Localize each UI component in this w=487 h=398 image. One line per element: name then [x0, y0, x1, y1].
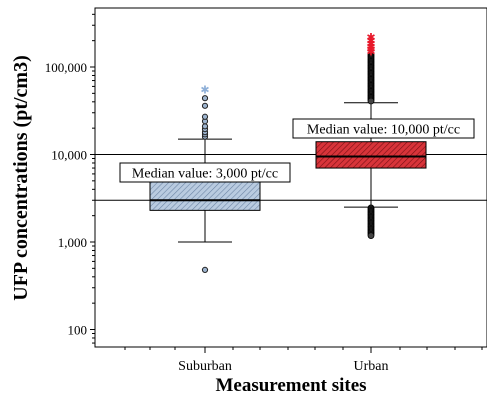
outlier-point: [201, 102, 209, 109]
extreme-point: ✱: [366, 32, 375, 44]
plot-frame: [94, 7, 487, 348]
y-axis-title: UFP concentrations (pt/cm3): [10, 55, 32, 301]
x-tick-label: Urban: [354, 359, 389, 374]
y-tick-label: 10,000: [51, 148, 87, 163]
x-tick-label: Suburban: [178, 359, 232, 374]
extreme-point: ✱: [366, 41, 375, 53]
extreme-point: ✱: [366, 39, 375, 51]
y-tick-label: 100,000: [45, 60, 87, 75]
outlier-point: [201, 95, 209, 102]
annotations: Median value: 3,000 pt/cc Median value: 1…: [119, 118, 475, 183]
median-annotation: Median value: 10,000 pt/cc: [292, 118, 475, 139]
outlier-point: [201, 123, 209, 130]
x-axis: Suburban Urban: [124, 347, 483, 374]
outlier-point: [367, 232, 375, 239]
y-tick-label: 1,000: [58, 235, 87, 250]
median-annotation: Median value: 3,000 pt/cc: [119, 162, 291, 183]
extreme-point: ✱: [366, 44, 375, 56]
box-suburban: ✱: [149, 85, 261, 273]
extreme-point: ✱: [366, 36, 375, 48]
box-urban: ✱✱✱✱✱✱: [315, 32, 427, 239]
annotation-box: [119, 162, 291, 183]
extreme-point: ✱: [366, 47, 375, 59]
iqr-box: [315, 141, 427, 169]
y-tick-label: 100: [68, 323, 88, 338]
outlier-point: [201, 113, 209, 120]
outlier-point: [367, 97, 375, 105]
iqr-box: [149, 181, 261, 211]
y-axis: 100 1,000 10,000 100,000: [45, 13, 95, 344]
outlier-point: [201, 266, 209, 273]
x-axis-title: Measurement sites: [215, 375, 366, 396]
boxes: ✱✱✱✱✱✱✱: [149, 32, 427, 273]
annotation-text: Median value: 10,000 pt/cc: [307, 123, 460, 138]
annotation-box: [292, 118, 475, 139]
annotation-text: Median value: 3,000 pt/cc: [132, 167, 278, 182]
extreme-point: ✱: [200, 85, 209, 97]
